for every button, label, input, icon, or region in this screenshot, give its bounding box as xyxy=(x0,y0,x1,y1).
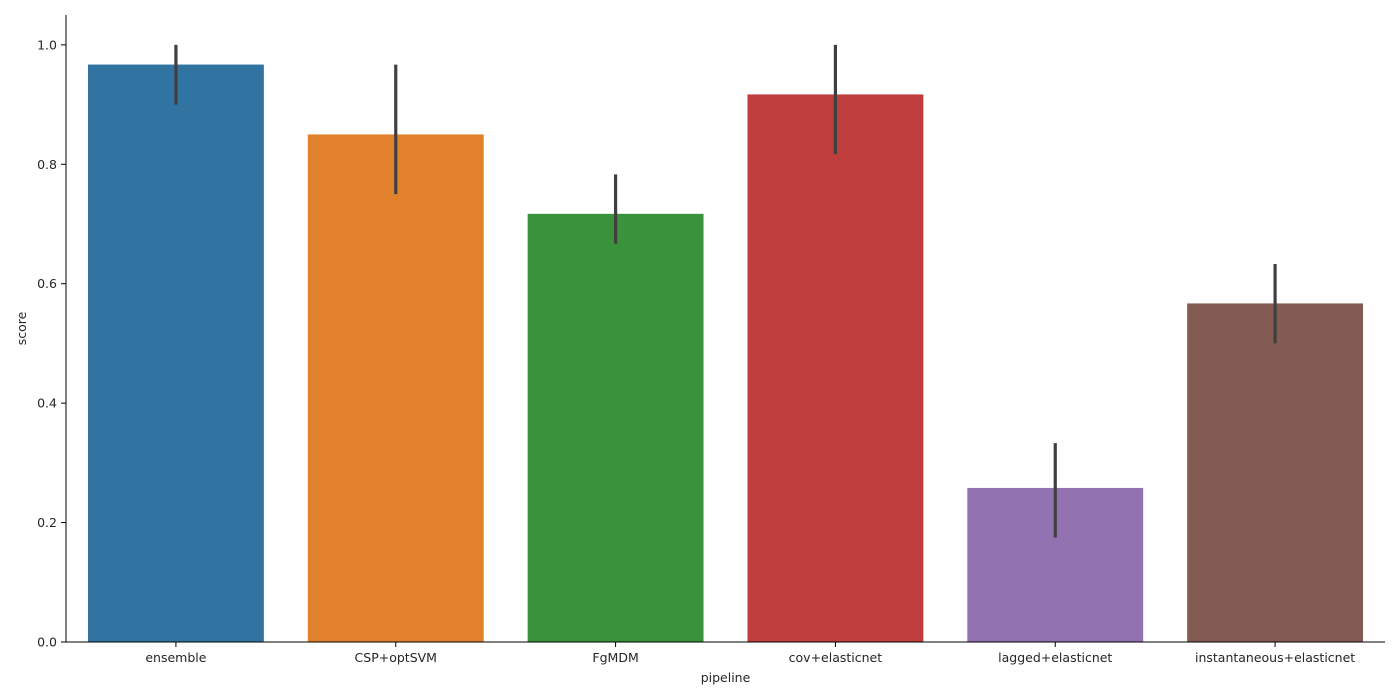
x-tick-label: cov+elasticnet xyxy=(789,650,883,665)
x-tick-label: FgMDM xyxy=(592,650,638,665)
x-axis-label: pipeline xyxy=(701,670,751,685)
x-tick-label: lagged+elasticnet xyxy=(998,650,1112,665)
y-tick-label: 0.4 xyxy=(37,396,57,411)
x-tick-label: ensemble xyxy=(145,650,206,665)
y-ticks-group: 0.0 0.2 0.4 0.6 0.8 1.0 xyxy=(37,37,66,650)
x-tick-label: CSP+optSVM xyxy=(355,650,437,665)
bar-5 xyxy=(1187,303,1364,642)
y-tick-label: 0.2 xyxy=(37,515,57,530)
bar-0 xyxy=(87,64,264,642)
bar-2 xyxy=(527,213,704,642)
y-axis-label: score xyxy=(14,311,29,345)
error-bars-group xyxy=(174,44,1277,538)
x-tick-label: instantaneous+elasticnet xyxy=(1195,650,1355,665)
y-tick-label: 0.6 xyxy=(37,276,57,291)
y-tick-label: 0.0 xyxy=(37,635,57,650)
x-ticks-group: ensemble CSP+optSVM FgMDM cov+elasticnet lag… xyxy=(145,642,1355,665)
y-tick-label: 1.0 xyxy=(37,37,57,52)
axes-group xyxy=(65,15,1385,643)
bar-1 xyxy=(307,134,484,642)
bars-group xyxy=(87,64,1364,643)
y-tick-label: 0.8 xyxy=(37,157,57,172)
bar-3 xyxy=(747,94,924,643)
